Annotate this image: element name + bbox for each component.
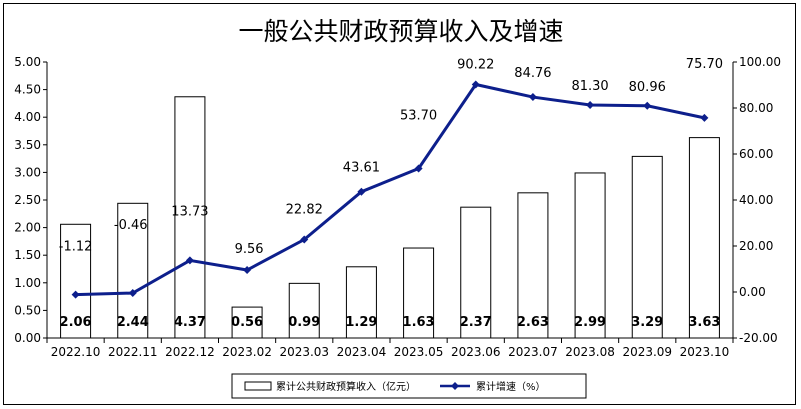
line-point — [414, 164, 423, 173]
bar-value-label: 2.37 — [460, 315, 492, 330]
bar — [60, 223, 92, 339]
line-point — [643, 101, 652, 110]
bar-series — [60, 96, 720, 339]
legend-line-marker — [451, 382, 459, 390]
right-tick-label: 100.00 — [739, 55, 781, 69]
legend: 累计公共财政预算收入（亿元） 累计增速（%） — [231, 373, 587, 399]
bar — [460, 206, 492, 339]
x-tick-label: 2023.03 — [279, 345, 329, 359]
left-tick-label: 3.00 — [14, 165, 41, 179]
legend-line-label: 累计增速（%） — [476, 380, 546, 393]
bar-value-label: 3.63 — [688, 315, 720, 330]
bar — [688, 137, 720, 339]
line-point — [528, 93, 537, 102]
left-tick-label: 0.50 — [14, 303, 41, 317]
bar-value-label: 1.63 — [403, 315, 435, 330]
line-point — [185, 256, 194, 265]
chart-title: 一般公共财政预算收入及增速 — [238, 17, 563, 46]
bar — [574, 172, 606, 339]
line-point — [300, 235, 309, 244]
bar-value-label: 3.29 — [631, 315, 663, 330]
x-tick-label: 2023.05 — [394, 345, 444, 359]
line-value-label: 13.73 — [171, 204, 208, 219]
x-tick-label: 2022.10 — [51, 345, 101, 359]
bar-value-label: 0.99 — [288, 315, 320, 330]
right-tick-label: 60.00 — [739, 147, 773, 161]
left-tick-label: 0.00 — [14, 331, 41, 345]
left-tick-label: 5.00 — [14, 55, 41, 69]
line-point — [471, 80, 480, 89]
x-axis: 2022.10 2022.11 2022.12 2023.02 2023.03 2023.… — [46, 337, 734, 359]
line-point — [128, 289, 137, 298]
right-tick-label: 40.00 — [739, 193, 773, 207]
x-tick-label: 2023.06 — [451, 345, 501, 359]
legend-box — [231, 373, 587, 399]
left-tick-label: 4.00 — [14, 110, 41, 124]
bar — [631, 155, 663, 339]
legend-bar-label: 累计公共财政预算收入（亿元） — [276, 380, 416, 393]
x-tick-label: 2023.09 — [622, 345, 672, 359]
line-value-label: 84.76 — [514, 66, 551, 81]
x-tick-label: 2023.02 — [222, 345, 272, 359]
line-point — [243, 266, 252, 275]
x-tick-label: 2023.07 — [508, 345, 558, 359]
bar-value-label: 1.29 — [345, 315, 377, 330]
line-value-label: 43.61 — [343, 161, 380, 176]
left-tick-label: 3.50 — [14, 138, 41, 152]
x-tick-label: 2023.08 — [565, 345, 615, 359]
line-labels: -1.12 -0.46 13.73 9.56 22.82 43.61 53.70 90.22 8… — [59, 57, 723, 257]
line-value-label: 90.22 — [457, 57, 494, 72]
line-value-label: 75.70 — [686, 57, 723, 72]
left-tick-label: 1.50 — [14, 248, 41, 262]
left-tick-label: 2.00 — [14, 221, 41, 235]
line-value-label: -1.12 — [59, 240, 93, 255]
left-y-axis: 0.00 0.50 1.00 1.50 2.00 2.50 3.00 3.50 4.00 4.50… — [14, 55, 48, 345]
bar-value-label: 2.63 — [517, 315, 549, 330]
left-tick-label: 2.50 — [14, 193, 41, 207]
bar-value-label: 2.99 — [574, 315, 606, 330]
legend-bar-swatch — [244, 381, 272, 391]
bar — [174, 96, 206, 339]
bar-value-label: 2.44 — [117, 315, 149, 330]
bar-value-label: 2.06 — [60, 315, 92, 330]
bar — [403, 247, 435, 339]
bar-value-label: 0.56 — [231, 315, 263, 330]
bar-labels: 2.06 2.44 4.37 0.56 0.99 1.29 1.63 2.37 2.63 2.99… — [60, 315, 721, 330]
bar — [345, 266, 377, 339]
right-y-axis: -20.00 0.00 20.00 40.00 60.00 80.00 100.00 — [732, 55, 781, 345]
line-value-label: 9.56 — [235, 242, 264, 257]
x-tick-label: 2022.12 — [165, 345, 215, 359]
left-tick-label: 1.00 — [14, 276, 41, 290]
bar — [231, 306, 263, 339]
growth-line — [75, 82, 705, 297]
bar — [288, 282, 320, 339]
line-value-label: -0.46 — [114, 218, 148, 233]
line-value-label: 81.30 — [571, 79, 608, 94]
right-tick-label: 0.00 — [739, 285, 766, 299]
right-tick-label: -20.00 — [739, 331, 778, 345]
x-tick-label: 2023.10 — [680, 345, 730, 359]
x-tick-label: 2022.11 — [108, 345, 158, 359]
line-point — [586, 101, 595, 110]
bar-value-label: 4.37 — [174, 315, 206, 330]
line-series — [71, 80, 709, 299]
line-point — [71, 290, 80, 299]
bar — [117, 202, 149, 339]
line-point — [357, 187, 366, 196]
left-tick-label: 4.50 — [14, 83, 41, 97]
bar — [517, 192, 549, 339]
line-point — [700, 113, 709, 122]
right-tick-label: 20.00 — [739, 239, 773, 253]
line-value-label: 80.96 — [629, 80, 666, 95]
chart-frame — [3, 3, 796, 405]
right-tick-label: 80.00 — [739, 101, 773, 115]
x-tick-label: 2023.04 — [337, 345, 387, 359]
line-value-label: 53.70 — [400, 108, 437, 123]
line-value-label: 22.82 — [286, 203, 323, 218]
